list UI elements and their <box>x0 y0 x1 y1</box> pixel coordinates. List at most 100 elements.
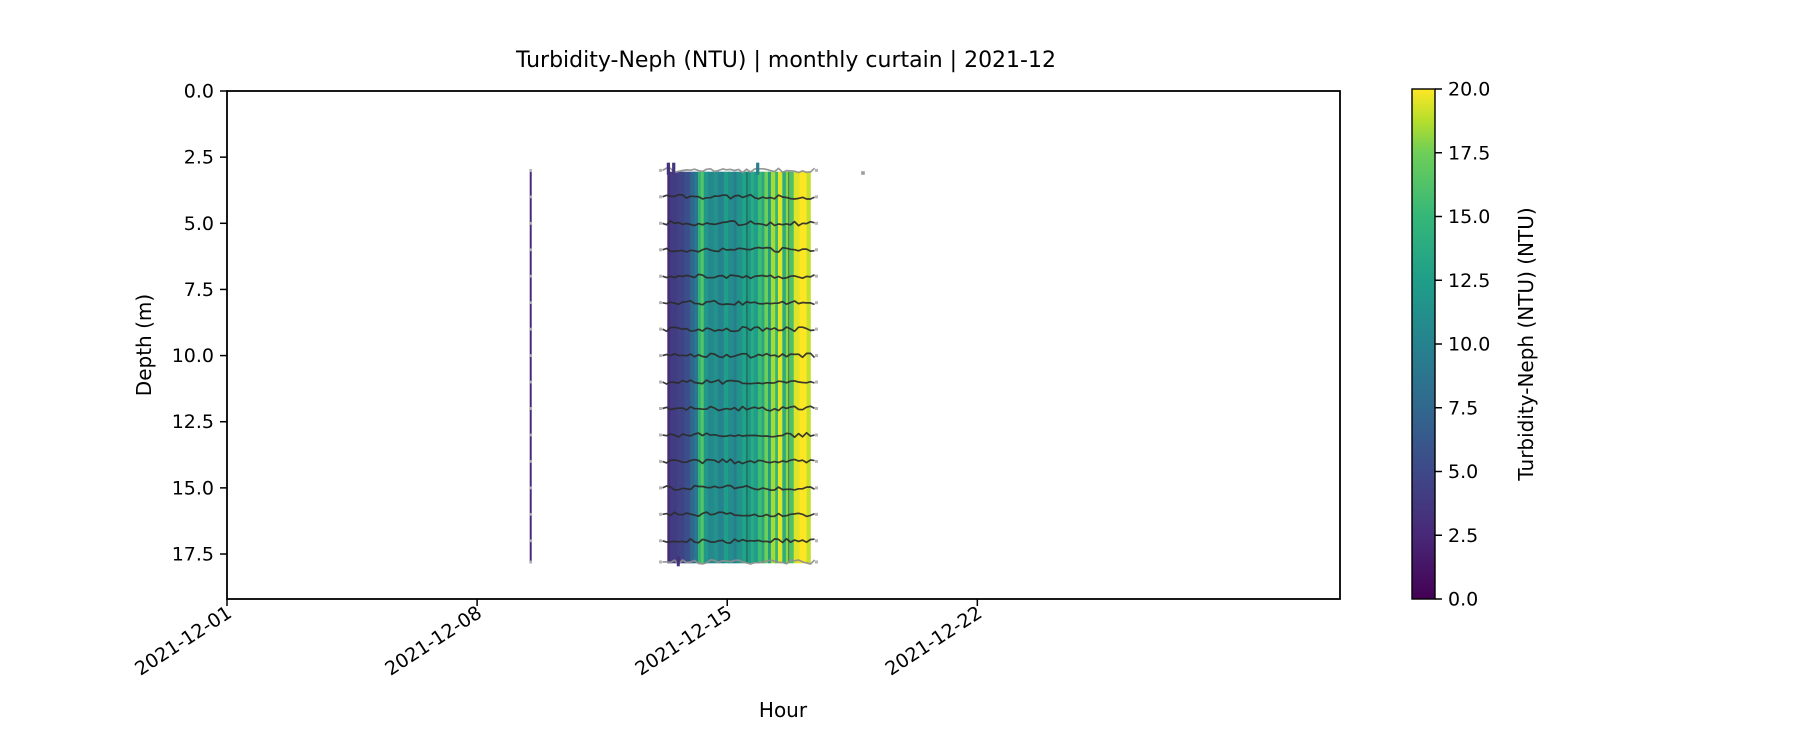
sensor-row <box>662 167 816 174</box>
chart-title: Turbidity-Neph (NTU) | monthly curtain |… <box>516 48 1056 73</box>
row-end-marker <box>659 168 663 172</box>
colorbar: 0.0 2.5 5.0 7.5 10.0 12.5 15.0 17.5 20.0 <box>1411 79 1490 611</box>
sensor-row <box>662 325 815 333</box>
heatmap-stripe <box>713 171 719 564</box>
event-marker <box>529 560 533 564</box>
heatmap-stripe <box>703 171 709 564</box>
x-axis-label: Hour <box>758 698 808 722</box>
heatmap-stripe <box>789 171 795 564</box>
event-marker <box>529 248 533 252</box>
colorbar-tick-label: 15.0 <box>1448 206 1490 228</box>
row-end-marker <box>814 168 818 172</box>
colorbar-gradient <box>1411 88 1436 600</box>
sensor-row <box>662 220 815 227</box>
y-tick-label: 15.0 <box>172 477 214 499</box>
row-end-marker <box>814 512 818 516</box>
sensor-row <box>662 352 816 359</box>
top-flag <box>666 162 670 175</box>
row-end-marker <box>659 407 663 410</box>
y-tick-label: 0.0 <box>184 81 214 103</box>
x-tick-label: 2021-12-22 <box>881 602 986 681</box>
row-end-marker <box>659 433 663 437</box>
colorbar-tick-label: 20.0 <box>1448 79 1490 101</box>
colorbar-tick-label: 5.0 <box>1448 461 1478 483</box>
row-end-marker <box>814 327 818 331</box>
event-marker <box>529 195 533 199</box>
event-marker <box>529 407 533 410</box>
sensor-row <box>662 246 815 253</box>
y-tick-label: 17.5 <box>172 544 214 566</box>
row-end-marker <box>659 486 663 490</box>
sensor-row <box>662 484 815 491</box>
x-tick-label: 2021-12-01 <box>131 602 236 681</box>
sensor-row <box>662 379 815 385</box>
row-end-marker <box>814 486 818 490</box>
heatmap-curtain <box>667 171 811 564</box>
x-tick-label: 2021-12-15 <box>631 602 736 681</box>
heatmap-stripe <box>742 171 748 564</box>
heatmap-stripe <box>690 171 695 564</box>
heatmap-stripe <box>782 171 787 564</box>
row-end-marker <box>659 380 663 384</box>
event-profile-line <box>529 168 533 564</box>
heatmap-stripe <box>723 171 729 564</box>
row-end-marker <box>659 539 663 543</box>
heatmap-stripe <box>677 171 685 564</box>
heatmap-stripe <box>728 171 735 564</box>
heatmap-stripe <box>733 171 738 564</box>
heatmap-stripe <box>708 171 715 564</box>
y-tick-label: 5.0 <box>184 213 214 235</box>
sensor-row <box>662 405 815 412</box>
event-marker <box>529 274 533 278</box>
y-tick-label: 12.5 <box>172 411 214 433</box>
heatmap-stripe <box>806 171 811 564</box>
row-end-marker <box>659 560 663 564</box>
sensor-row <box>662 511 815 518</box>
heatmap-stripe <box>770 171 776 564</box>
heatmap-stripe <box>694 171 699 564</box>
heatmap-stripe <box>700 171 705 564</box>
event-marker <box>529 168 533 172</box>
heatmap-stripe <box>799 171 808 564</box>
event-marker <box>529 354 533 357</box>
heatmap-stripe <box>718 171 725 564</box>
row-end-marker <box>814 539 818 543</box>
heatmap-stripe <box>778 171 783 564</box>
colorbar-tick-label: 10.0 <box>1448 334 1490 356</box>
heatmap-stripe <box>768 171 772 564</box>
x-tick-label: 2021-12-08 <box>381 602 486 681</box>
heatmap-stripe <box>670 171 678 564</box>
row-end-marker <box>814 301 818 305</box>
row-end-marker <box>659 512 663 516</box>
top-flag <box>756 162 760 175</box>
heatmap-stripe <box>750 171 755 564</box>
top-flag <box>672 162 676 175</box>
heatmap-stripe <box>753 171 759 564</box>
event-marker <box>529 512 533 516</box>
row-end-marker <box>814 354 818 358</box>
heatmap-stripe <box>761 171 766 564</box>
row-end-marker <box>814 274 818 278</box>
row-end-marker <box>814 433 818 437</box>
heatmap-stripe <box>764 171 769 564</box>
heatmap-stripe <box>758 171 763 564</box>
sensor-row <box>662 193 815 200</box>
colorbar-label: Turbidity-Neph (NTU) (NTU) <box>1514 207 1538 481</box>
y-tick-label: 7.5 <box>184 279 214 301</box>
event-marker <box>529 380 533 384</box>
row-end-marker <box>814 560 818 564</box>
heatmap-stripe <box>775 171 779 564</box>
heatmap-stripe <box>746 171 752 564</box>
colorbar-tick-label: 12.5 <box>1448 270 1490 292</box>
heatmap-stripe <box>785 171 791 564</box>
sensor-row <box>662 558 816 565</box>
event-marker <box>529 486 533 490</box>
row-end-marker <box>659 248 663 252</box>
sensor-row <box>662 431 815 439</box>
event-marker <box>529 433 533 437</box>
row-end-marker <box>814 407 818 410</box>
plot-border <box>226 90 1341 600</box>
row-end-marker <box>659 327 663 331</box>
y-tick-label: 10.0 <box>172 345 214 367</box>
